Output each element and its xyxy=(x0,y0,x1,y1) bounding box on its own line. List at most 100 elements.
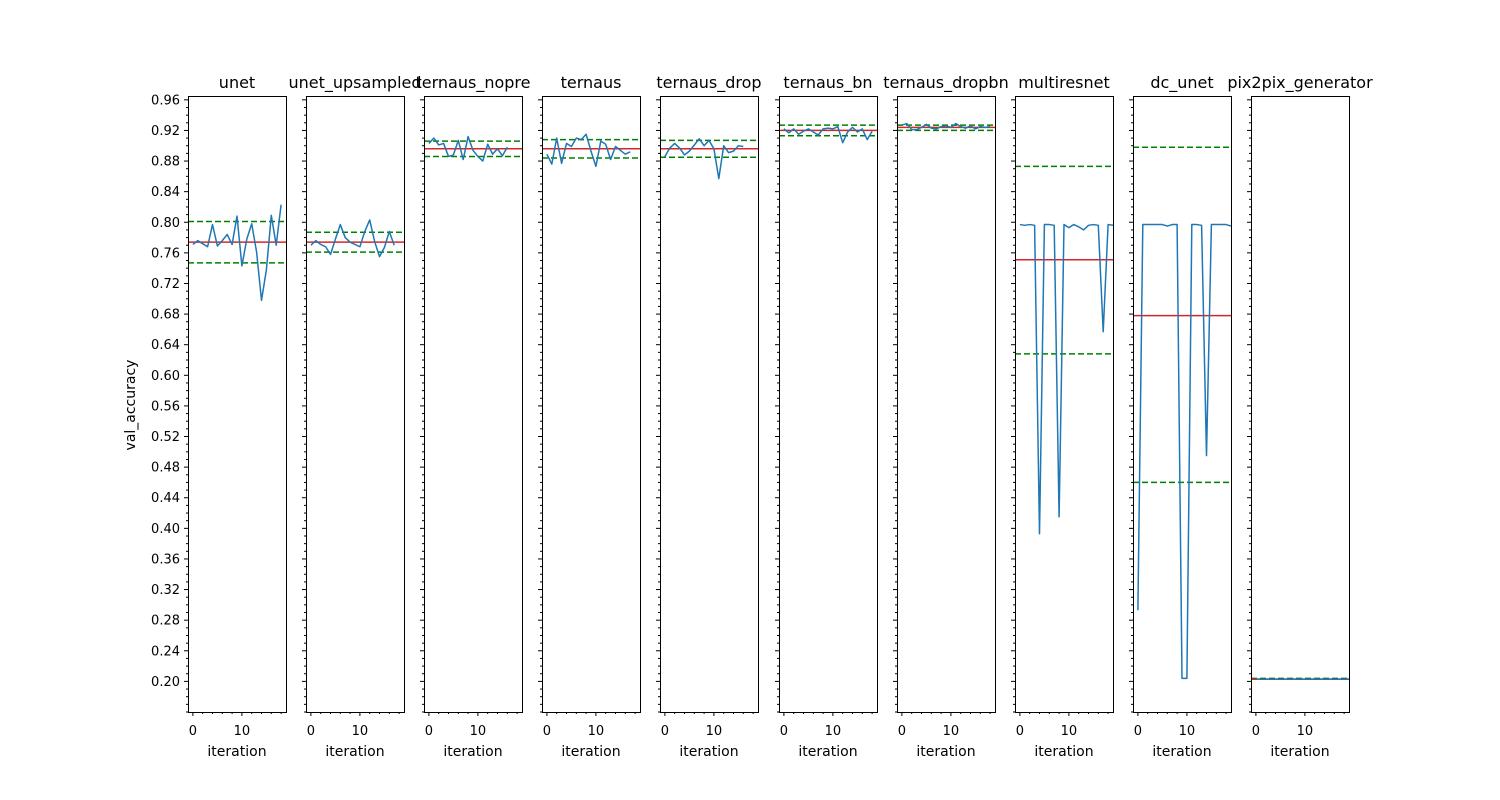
panel-frame xyxy=(188,96,287,713)
x-axis-label: iteration xyxy=(207,744,266,760)
x-tick-label: 0 xyxy=(307,724,315,739)
panel-frame xyxy=(660,96,759,713)
y-tick-label: 0.52 xyxy=(151,430,180,445)
x-tick-label: 10 xyxy=(1297,724,1314,739)
x-tick-label: 10 xyxy=(470,724,487,739)
x-tick-label: 0 xyxy=(543,724,551,739)
x-axis-label: iteration xyxy=(325,744,384,760)
y-tick-label: 0.80 xyxy=(151,216,180,231)
plot-area xyxy=(542,133,640,168)
panel: multiresnet 0 10 iteration xyxy=(1011,73,1114,760)
plot-area xyxy=(1015,165,1113,535)
panel-title: unet_upsampled xyxy=(288,73,421,93)
y-tick-label: 0.72 xyxy=(151,277,180,292)
x-axis-label: iteration xyxy=(443,744,502,760)
x-tick-label: 0 xyxy=(780,724,788,739)
x-tick-label: 10 xyxy=(706,724,723,739)
plot-area xyxy=(660,138,758,180)
panel: ternaus 0 10 iteration xyxy=(538,73,641,760)
y-tick-label: 0.56 xyxy=(151,399,180,414)
y-tick-label: 0.68 xyxy=(151,308,180,323)
series-line xyxy=(1137,223,1231,680)
y-tick-label: 0.44 xyxy=(151,491,180,506)
y-tick-label: 0.36 xyxy=(151,552,180,567)
plot-area xyxy=(1133,146,1231,680)
panel: unet_upsampled 0 10 iteration xyxy=(288,73,421,760)
panel-title: ternaus_drop xyxy=(656,73,761,93)
x-tick-label: 10 xyxy=(234,724,251,739)
plot-area xyxy=(1251,677,1349,680)
panel-frame xyxy=(542,96,641,713)
x-tick-label: 10 xyxy=(352,724,369,739)
y-axis-label: val_accuracy xyxy=(123,360,139,451)
panel-title: ternaus_dropbn xyxy=(883,73,1008,93)
panel: ternaus_drop 0 10 iteration xyxy=(656,73,762,760)
x-axis-label: iteration xyxy=(1034,744,1093,760)
x-axis-label: iteration xyxy=(916,744,975,760)
x-tick-label: 10 xyxy=(588,724,605,739)
panel: dc_unet 0 10 iteration xyxy=(1129,73,1232,760)
x-tick-label: 0 xyxy=(425,724,433,739)
panel: pix2pix_generator 0 10 iteration xyxy=(1227,73,1373,760)
panel-title: pix2pix_generator xyxy=(1227,73,1373,93)
x-tick-label: 0 xyxy=(1016,724,1024,739)
x-tick-label: 0 xyxy=(1252,724,1260,739)
panel-frame xyxy=(306,96,405,713)
panel-title: ternaus_nopre xyxy=(416,73,531,93)
y-tick-label: 0.48 xyxy=(151,461,180,476)
panel-frame xyxy=(779,96,878,713)
y-tick-label: 0.24 xyxy=(151,644,180,659)
panel-frame xyxy=(1015,96,1114,713)
x-tick-label: 0 xyxy=(1134,724,1142,739)
x-tick-label: 0 xyxy=(189,724,197,739)
y-tick-label: 0.96 xyxy=(151,93,180,108)
series-line xyxy=(664,138,744,180)
panel-frame xyxy=(1251,96,1350,713)
y-tick-label: 0.60 xyxy=(151,369,180,384)
panel-title: ternaus xyxy=(561,73,622,92)
y-tick-label: 0.20 xyxy=(151,675,180,690)
panel-frame xyxy=(424,96,523,713)
x-axis-label: iteration xyxy=(1152,744,1211,760)
x-tick-label: 10 xyxy=(825,724,842,739)
panels: unet 0.96 0.92 0.88 0.84 0.80 0.76 0.72 0.68 0.64… xyxy=(151,73,1373,760)
plot-area xyxy=(779,124,877,144)
plot-area xyxy=(897,122,995,132)
x-axis-label: iteration xyxy=(561,744,620,760)
y-tick-label: 0.28 xyxy=(151,614,180,629)
y-tick-label: 0.32 xyxy=(151,583,180,598)
y-tick-label: 0.76 xyxy=(151,246,180,261)
panel-title: ternaus_bn xyxy=(783,73,872,93)
series-line xyxy=(310,219,395,258)
x-tick-label: 0 xyxy=(898,724,906,739)
x-axis-label: iteration xyxy=(798,744,857,760)
series-line xyxy=(192,204,282,302)
panel: ternaus_nopre 0 10 iteration xyxy=(416,73,531,760)
series-line xyxy=(428,135,508,162)
x-axis-label: iteration xyxy=(679,744,738,760)
panel-frame xyxy=(897,96,996,713)
panel-title: dc_unet xyxy=(1150,73,1213,93)
series-line xyxy=(901,122,991,131)
plot-area xyxy=(306,219,404,258)
series-line xyxy=(783,125,873,144)
y-tick-label: 0.64 xyxy=(151,338,180,353)
y-tick-label: 0.88 xyxy=(151,155,180,170)
panel-title: unet xyxy=(219,73,255,92)
plot-area xyxy=(188,204,286,302)
panel: ternaus_dropbn 0 10 iteration xyxy=(883,73,1008,760)
series-line xyxy=(546,133,631,168)
x-tick-label: 10 xyxy=(1179,724,1196,739)
x-tick-label: 10 xyxy=(1061,724,1078,739)
series-line xyxy=(1019,223,1113,535)
plot-area xyxy=(424,135,522,162)
panel-title: multiresnet xyxy=(1018,73,1110,92)
panel-frame xyxy=(1133,96,1232,713)
panel: unet 0.96 0.92 0.88 0.84 0.80 0.76 0.72 0.68 0.64… xyxy=(151,73,287,760)
y-tick-label: 0.92 xyxy=(151,124,180,139)
y-tick-label: 0.40 xyxy=(151,522,180,537)
x-tick-label: 0 xyxy=(661,724,669,739)
panel: ternaus_bn 0 10 iteration xyxy=(775,73,878,760)
x-axis-label: iteration xyxy=(1270,744,1329,760)
